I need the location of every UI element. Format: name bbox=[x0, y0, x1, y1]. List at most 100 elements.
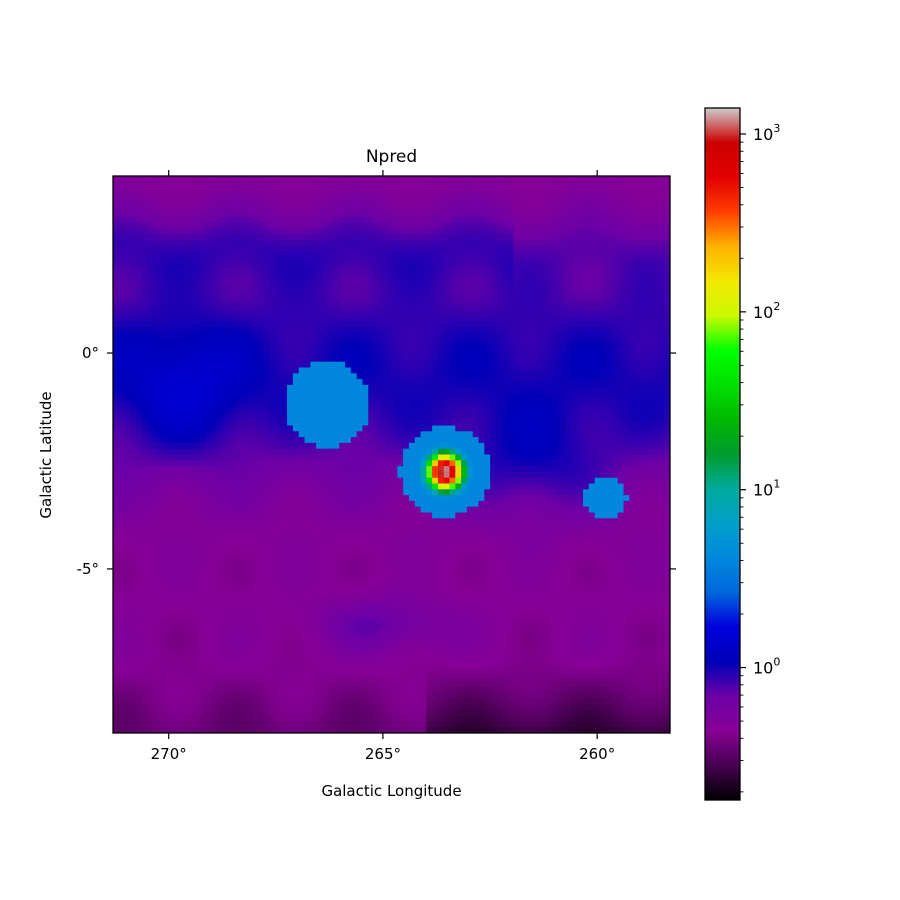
heatmap-cell bbox=[507, 419, 514, 427]
heatmap-cell bbox=[449, 361, 456, 369]
heatmap-cell bbox=[397, 292, 404, 299]
heatmap-cell bbox=[246, 425, 253, 432]
heatmap-cell bbox=[176, 361, 184, 369]
heatmap-cell bbox=[426, 379, 433, 386]
heatmap-cell bbox=[617, 193, 625, 200]
heatmap-cell bbox=[524, 234, 532, 241]
heatmap-cell bbox=[200, 257, 207, 264]
heatmap-cell bbox=[327, 292, 335, 299]
heatmap-cell bbox=[582, 332, 590, 340]
heatmap-cell bbox=[426, 442, 433, 450]
heatmap-cell bbox=[472, 390, 480, 398]
heatmap-cell bbox=[461, 367, 468, 374]
heatmap-cell bbox=[577, 286, 584, 293]
heatmap-cell bbox=[408, 448, 416, 456]
heatmap-cell bbox=[281, 454, 288, 461]
heatmap-cell bbox=[617, 297, 625, 305]
heatmap-cell bbox=[310, 460, 317, 467]
heatmap-cell bbox=[142, 384, 149, 392]
heatmap-cell bbox=[147, 355, 155, 363]
heatmap-cell bbox=[316, 425, 323, 432]
heatmap-cell bbox=[188, 355, 195, 363]
heatmap-cell bbox=[159, 297, 166, 305]
heatmap-cell bbox=[507, 239, 514, 247]
heatmap-cell bbox=[524, 413, 532, 421]
heatmap-cell bbox=[635, 187, 642, 194]
heatmap-cell bbox=[374, 413, 381, 421]
heatmap-cell bbox=[194, 176, 201, 183]
heatmap-cell bbox=[524, 402, 532, 409]
heatmap-cell bbox=[374, 373, 381, 380]
heatmap-cell bbox=[171, 181, 178, 189]
heatmap-cell bbox=[188, 239, 195, 247]
heatmap-cell bbox=[385, 425, 393, 432]
heatmap-cell bbox=[588, 326, 596, 334]
heatmap-cell bbox=[153, 367, 161, 374]
heatmap-cell bbox=[658, 274, 665, 282]
heatmap-cell bbox=[316, 413, 323, 421]
heatmap-cell bbox=[124, 292, 131, 299]
heatmap-cell bbox=[258, 321, 265, 328]
heatmap-cell bbox=[449, 379, 456, 386]
heatmap-cell bbox=[449, 373, 456, 380]
heatmap-cell bbox=[553, 408, 561, 415]
heatmap-cell bbox=[588, 431, 596, 438]
heatmap-cell bbox=[472, 344, 480, 351]
heatmap-cell bbox=[368, 228, 375, 235]
heatmap-cell bbox=[165, 390, 172, 398]
heatmap-cell bbox=[443, 274, 451, 282]
heatmap-cell bbox=[484, 367, 491, 374]
heatmap-cell bbox=[136, 367, 143, 374]
heatmap-cell bbox=[455, 309, 462, 316]
heatmap-cell bbox=[130, 257, 137, 264]
heatmap-cell bbox=[646, 245, 654, 253]
heatmap-cell bbox=[403, 274, 410, 282]
heatmap-cell bbox=[408, 379, 416, 386]
heatmap-cell bbox=[246, 268, 253, 276]
heatmap-cell bbox=[658, 263, 665, 270]
heatmap-cell bbox=[461, 297, 468, 305]
heatmap-cell bbox=[223, 222, 230, 229]
heatmap-cell bbox=[165, 187, 172, 194]
heatmap-cell bbox=[408, 367, 416, 374]
heatmap-cell bbox=[617, 210, 625, 218]
heatmap-cell bbox=[524, 448, 532, 456]
heatmap-cell bbox=[623, 257, 630, 264]
heatmap-cell bbox=[507, 373, 514, 380]
heatmap-cell bbox=[263, 222, 271, 229]
heatmap-cell bbox=[142, 239, 149, 247]
heatmap-cell bbox=[658, 268, 665, 276]
heatmap-cell bbox=[571, 379, 578, 386]
heatmap-cell bbox=[275, 384, 282, 392]
heatmap-cell bbox=[171, 419, 178, 427]
heatmap-cell bbox=[635, 379, 642, 386]
heatmap-cell bbox=[339, 222, 346, 229]
heatmap-cell bbox=[240, 425, 248, 432]
heatmap-cell bbox=[298, 251, 306, 258]
heatmap-cell bbox=[339, 268, 346, 276]
heatmap-cell bbox=[118, 460, 126, 467]
heatmap-cell bbox=[548, 466, 555, 473]
heatmap-cell bbox=[182, 245, 190, 253]
heatmap-cell bbox=[356, 390, 364, 398]
heatmap-cell bbox=[217, 471, 224, 479]
heatmap-cell bbox=[287, 210, 294, 218]
heatmap-cell bbox=[165, 199, 172, 206]
heatmap-cell bbox=[223, 315, 230, 322]
heatmap-cell bbox=[258, 280, 265, 287]
heatmap-cell bbox=[339, 274, 346, 282]
heatmap-cell bbox=[194, 466, 201, 473]
heatmap-cell bbox=[629, 268, 636, 276]
heatmap-cell bbox=[159, 280, 166, 287]
heatmap-cell bbox=[124, 466, 131, 473]
heatmap-cell bbox=[316, 187, 323, 194]
heatmap-cell bbox=[113, 297, 120, 305]
heatmap-cell bbox=[414, 268, 422, 276]
heatmap-cell bbox=[478, 419, 485, 427]
heatmap-cell bbox=[113, 216, 120, 224]
heatmap-cell bbox=[118, 199, 126, 206]
heatmap-cell bbox=[524, 379, 532, 386]
heatmap-cell bbox=[130, 361, 137, 369]
heatmap-cell bbox=[617, 187, 625, 194]
heatmap-cell bbox=[229, 344, 236, 351]
